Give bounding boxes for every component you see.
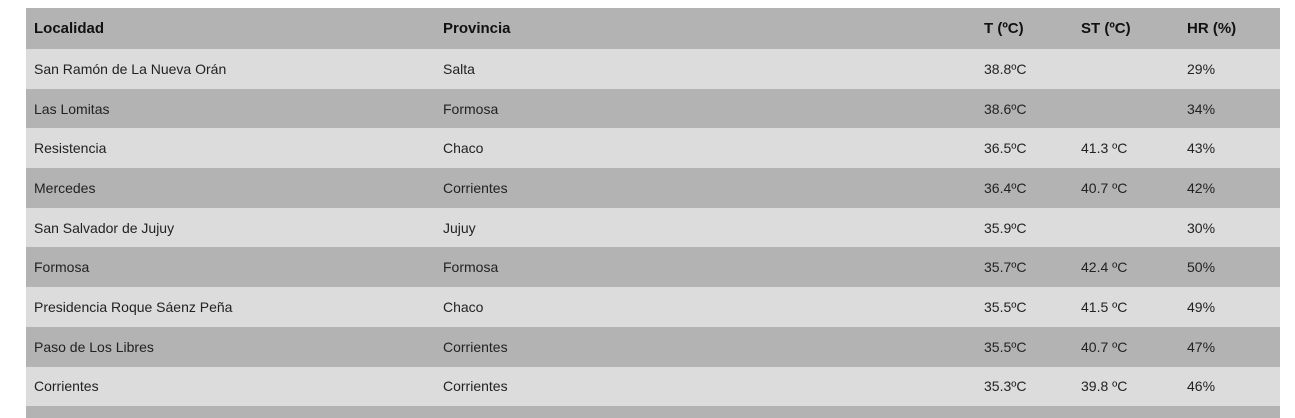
cell-col-temperature: 38.8ºC bbox=[976, 49, 1073, 89]
cell-col-temperature: 36.5ºC bbox=[976, 128, 1073, 169]
cell-col-temperature: 35.7ºC bbox=[976, 247, 1073, 288]
cell-empty bbox=[1179, 406, 1280, 418]
table-header-row: Localidad Provincia T (ºC) ST (ºC) HR (%) bbox=[26, 8, 1280, 49]
cell-col-feels-like: 41.5 ºC bbox=[1073, 287, 1179, 327]
cell-empty bbox=[435, 406, 976, 418]
cell-col-humidity: 50% bbox=[1179, 247, 1280, 288]
cell-col-feels-like: 40.7 ºC bbox=[1073, 168, 1179, 208]
cell-col-provincia: Formosa bbox=[435, 247, 976, 288]
cell-col-feels-like bbox=[1073, 207, 1179, 248]
cell-col-provincia: Salta bbox=[435, 49, 976, 89]
cell-col-temperature: 35.3ºC bbox=[976, 366, 1073, 407]
cell-col-feels-like: 39.8 ºC bbox=[1073, 366, 1179, 407]
cell-col-provincia: Chaco bbox=[435, 287, 976, 327]
cell-col-localidad: Paso de Los Libres bbox=[26, 326, 435, 367]
cell-empty bbox=[976, 406, 1073, 418]
cell-col-localidad: Presidencia Roque Sáenz Peña bbox=[26, 287, 435, 327]
cell-col-humidity: 42% bbox=[1179, 168, 1280, 208]
cell-col-feels-like bbox=[1073, 49, 1179, 89]
cell-col-provincia: Chaco bbox=[435, 128, 976, 169]
table-row-partial bbox=[26, 406, 1280, 418]
cell-col-localidad: Mercedes bbox=[26, 168, 435, 208]
cell-col-localidad: Formosa bbox=[26, 247, 435, 288]
cell-col-humidity: 34% bbox=[1179, 88, 1280, 129]
temperature-table: Localidad Provincia T (ºC) ST (ºC) HR (%) Sa… bbox=[26, 8, 1280, 418]
cell-col-temperature: 35.9ºC bbox=[976, 207, 1073, 248]
header-col-localidad: Localidad bbox=[26, 8, 435, 49]
cell-col-humidity: 29% bbox=[1179, 49, 1280, 89]
cell-col-provincia: Jujuy bbox=[435, 207, 976, 248]
header-col-temperature: T (ºC) bbox=[976, 8, 1073, 49]
cell-col-temperature: 36.4ºC bbox=[976, 168, 1073, 208]
cell-col-humidity: 43% bbox=[1179, 128, 1280, 169]
cell-col-temperature: 35.5ºC bbox=[976, 326, 1073, 367]
table-row: Resistencia Chaco 36.5ºC 41.3 ºC 43% bbox=[26, 128, 1280, 169]
table-row: San Salvador de Jujuy Jujuy 35.9ºC 30% bbox=[26, 207, 1280, 248]
header-col-humidity: HR (%) bbox=[1179, 8, 1280, 49]
cell-col-feels-like: 40.7 ºC bbox=[1073, 326, 1179, 367]
cell-col-localidad: San Salvador de Jujuy bbox=[26, 207, 435, 248]
cell-col-feels-like bbox=[1073, 88, 1179, 129]
cell-col-provincia: Corrientes bbox=[435, 168, 976, 208]
cell-col-localidad: Las Lomitas bbox=[26, 88, 435, 129]
cell-col-humidity: 46% bbox=[1179, 366, 1280, 407]
cell-col-humidity: 47% bbox=[1179, 326, 1280, 367]
cell-col-localidad: Corrientes bbox=[26, 366, 435, 407]
header-col-feels-like: ST (ºC) bbox=[1073, 8, 1179, 49]
cell-col-provincia: Formosa bbox=[435, 88, 976, 129]
cell-col-humidity: 30% bbox=[1179, 207, 1280, 248]
cell-col-humidity: 49% bbox=[1179, 287, 1280, 327]
cell-col-localidad: Resistencia bbox=[26, 128, 435, 169]
table-row: Presidencia Roque Sáenz Peña Chaco 35.5ºC 4… bbox=[26, 287, 1280, 327]
cell-col-feels-like: 41.3 ºC bbox=[1073, 128, 1179, 169]
cell-empty bbox=[1073, 406, 1179, 418]
table-row: Paso de Los Libres Corrientes 35.5ºC 40.7 º… bbox=[26, 326, 1280, 367]
cell-empty bbox=[26, 406, 435, 418]
cell-col-localidad: San Ramón de La Nueva Orán bbox=[26, 49, 435, 89]
table-row: Las Lomitas Formosa 38.6ºC 34% bbox=[26, 88, 1280, 129]
cell-col-provincia: Corrientes bbox=[435, 366, 976, 407]
cell-col-temperature: 38.6ºC bbox=[976, 88, 1073, 129]
cell-col-provincia: Corrientes bbox=[435, 326, 976, 367]
cell-col-temperature: 35.5ºC bbox=[976, 287, 1073, 327]
cell-col-feels-like: 42.4 ºC bbox=[1073, 247, 1179, 288]
table-row: Formosa Formosa 35.7ºC 42.4 ºC 50% bbox=[26, 247, 1280, 288]
table-row: Mercedes Corrientes 36.4ºC 40.7 ºC 42% bbox=[26, 168, 1280, 208]
table-row: San Ramón de La Nueva Orán Salta 38.8ºC 29% bbox=[26, 49, 1280, 89]
table-row: Corrientes Corrientes 35.3ºC 39.8 ºC 46% bbox=[26, 366, 1280, 407]
header-col-provincia: Provincia bbox=[435, 8, 976, 49]
